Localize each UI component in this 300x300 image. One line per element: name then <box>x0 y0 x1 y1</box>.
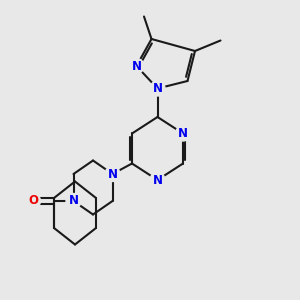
Text: N: N <box>152 173 163 187</box>
Circle shape <box>150 172 165 188</box>
Text: N: N <box>178 127 188 140</box>
Text: O: O <box>28 194 38 208</box>
Circle shape <box>66 194 81 208</box>
Circle shape <box>129 58 144 74</box>
Circle shape <box>105 167 120 182</box>
Circle shape <box>176 126 190 141</box>
Circle shape <box>150 81 165 96</box>
Text: N: N <box>152 82 163 95</box>
Circle shape <box>26 194 40 208</box>
Text: N: N <box>107 167 118 181</box>
Text: N: N <box>68 194 79 208</box>
Text: N: N <box>131 59 142 73</box>
